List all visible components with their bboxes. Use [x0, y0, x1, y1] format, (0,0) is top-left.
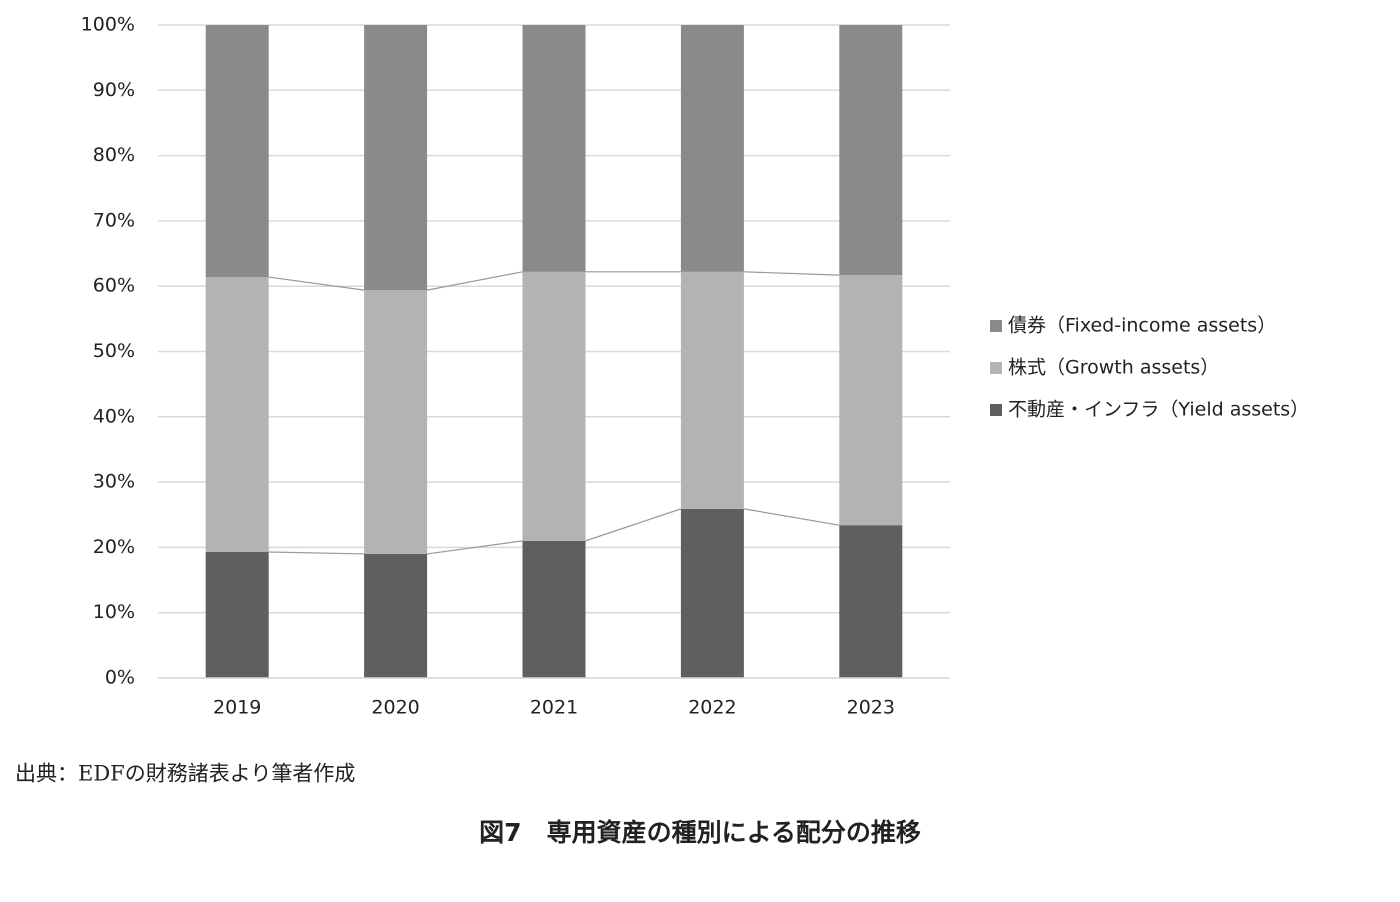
- bar-segment: [364, 553, 428, 678]
- legend-swatch: [990, 404, 1002, 416]
- bar-segment: [522, 540, 586, 678]
- series-line: [743, 271, 840, 276]
- bar-segment: [839, 525, 903, 678]
- bar-segment: [205, 551, 269, 678]
- y-tick-label: 30%: [93, 471, 135, 493]
- bar-segment: [205, 25, 269, 278]
- series-line: [427, 540, 523, 555]
- source-note: 出典：EDFの財務諸表より筆者作成: [15, 762, 355, 786]
- x-tick-label: 2023: [847, 697, 895, 719]
- bar-segment: [522, 271, 586, 541]
- y-tick-label: 0%: [105, 667, 135, 689]
- bar-segment: [839, 25, 903, 276]
- legend-label: 株式（Growth assets）: [1008, 357, 1219, 379]
- y-tick-label: 100%: [81, 14, 135, 36]
- bar-segment: [680, 271, 744, 509]
- series-line: [585, 508, 682, 542]
- bar-segment: [364, 25, 428, 291]
- legend-swatch: [990, 362, 1002, 374]
- y-tick-label: 80%: [93, 144, 135, 166]
- x-tick-label: 2019: [213, 697, 261, 719]
- y-tick-label: 60%: [93, 275, 135, 297]
- y-tick-label: 70%: [93, 209, 135, 231]
- x-tick-label: 2022: [688, 697, 736, 719]
- y-tick-label: 50%: [93, 340, 135, 362]
- bar-segment: [680, 508, 744, 678]
- bar-segment: [205, 277, 269, 552]
- bar-segment: [522, 25, 586, 272]
- y-tick-label: 90%: [93, 79, 135, 101]
- bar-segment: [680, 25, 744, 272]
- bar-segment: [364, 290, 428, 554]
- legend-label: 債券（Fixed-income assets）: [1008, 315, 1276, 337]
- caption: 図7 専用資産の種別による配分の推移: [479, 818, 921, 847]
- series-line: [268, 551, 365, 555]
- x-tick-label: 2020: [371, 697, 419, 719]
- series-line: [426, 271, 523, 291]
- series-line: [268, 276, 365, 291]
- y-tick-label: 40%: [93, 405, 135, 427]
- bar-segment: [839, 275, 903, 526]
- y-tick-label: 10%: [93, 601, 135, 623]
- legend-swatch: [990, 320, 1002, 332]
- legend-label: 不動産・インフラ（Yield assets）: [1008, 399, 1309, 421]
- x-tick-label: 2021: [530, 697, 578, 719]
- series-line: [743, 508, 840, 526]
- y-tick-label: 20%: [93, 536, 135, 558]
